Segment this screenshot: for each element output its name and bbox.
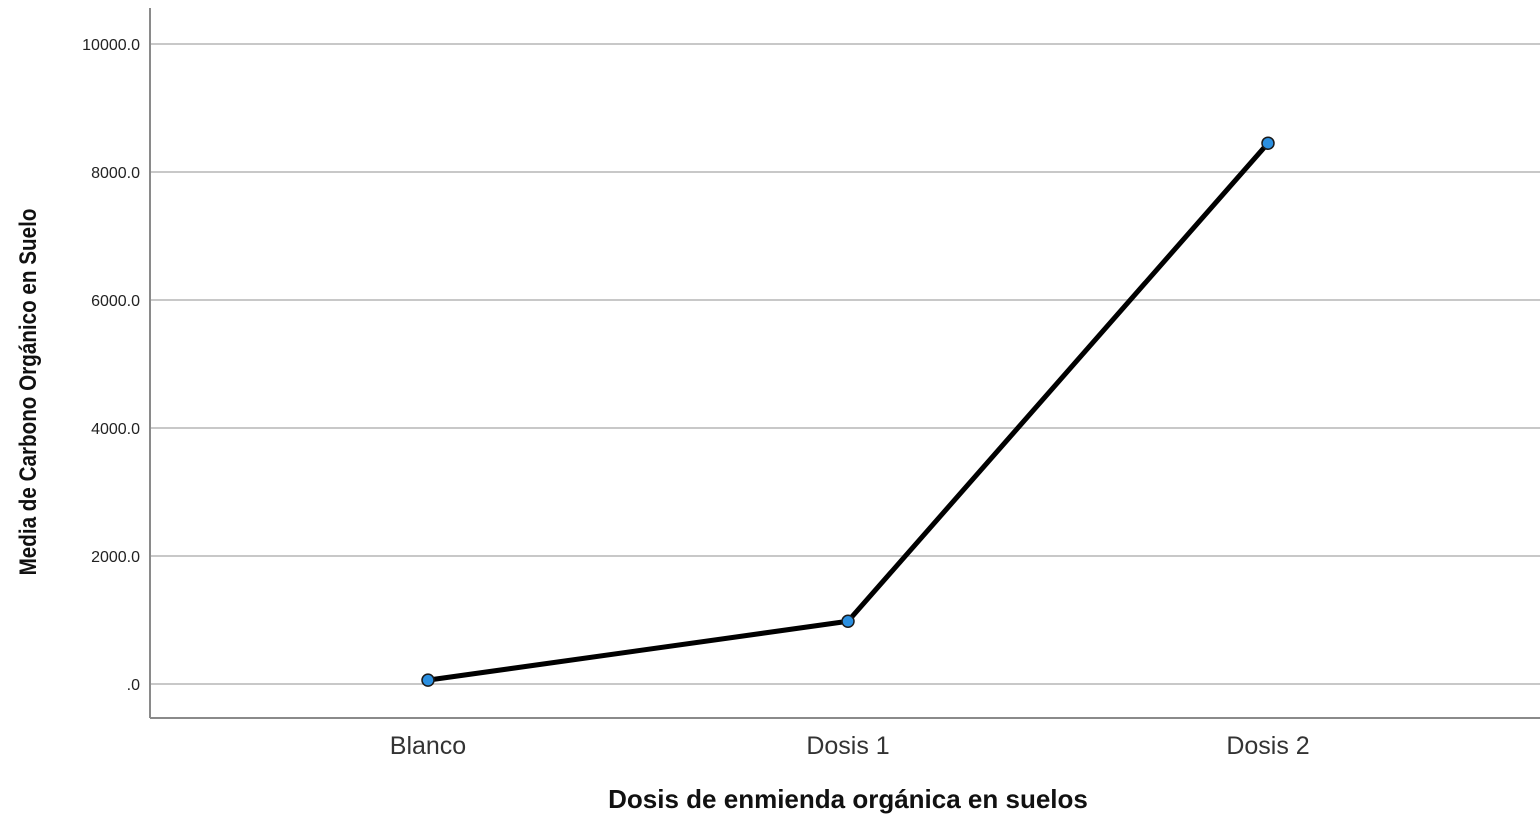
y-tick-labels: .0 2000.0 4000.0 6000.0 8000.0 10000.0 — [82, 37, 140, 694]
x-tick-label: Dosis 2 — [1226, 732, 1309, 760]
data-point-dosis-2 — [1261, 136, 1275, 150]
y-tick-label: 2000.0 — [91, 549, 140, 566]
x-tick-label: Dosis 1 — [806, 732, 889, 760]
y-tick-label: .0 — [127, 677, 140, 694]
y-tick-label: 8000.0 — [91, 165, 140, 182]
data-points — [421, 136, 1275, 687]
x-tick-label: Blanco — [390, 732, 466, 760]
y-axis-title: Media de Carbono Orgánico en Suelo — [15, 209, 42, 576]
y-tick-label: 4000.0 — [91, 421, 140, 438]
series-line — [425, 140, 1271, 683]
x-axis-title: Dosis de enmienda orgánica en suelos — [608, 784, 1088, 814]
data-point-blanco — [421, 673, 435, 687]
y-tick-label: 10000.0 — [82, 37, 140, 54]
axes — [149, 8, 1540, 719]
x-tick-labels: Blanco Dosis 1 Dosis 2 — [390, 732, 1310, 760]
gridlines — [150, 43, 1540, 685]
series — [425, 140, 1271, 683]
data-point-dosis-1 — [841, 614, 855, 629]
y-tick-label: 6000.0 — [91, 293, 140, 310]
